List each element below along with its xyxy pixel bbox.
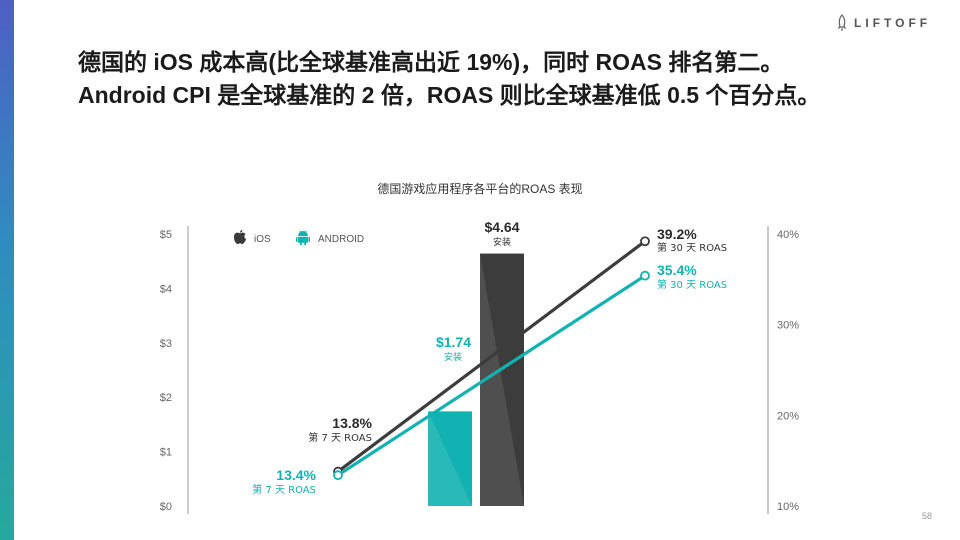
android-icon-arm xyxy=(296,237,298,242)
android-icon-antenna xyxy=(299,230,302,233)
line-point-ios xyxy=(640,236,650,247)
logo-text: LIFTOFF xyxy=(854,16,932,30)
android-icon-antenna xyxy=(304,230,307,233)
point-sublabel: 第 7 天 ROAS xyxy=(252,483,316,496)
bar-value-label: $1.74 xyxy=(436,334,471,350)
right-tick-label: 20% xyxy=(777,410,799,422)
lines xyxy=(333,236,650,481)
apple-icon xyxy=(234,230,246,244)
android-icon-leg xyxy=(300,242,302,245)
point-sublabel: 第 30 天 ROAS xyxy=(657,241,727,254)
legend-label-android: ANDROID xyxy=(318,234,364,245)
bar-sublabel: 安装 xyxy=(493,236,511,248)
bar-android xyxy=(428,411,472,506)
bar-sheen xyxy=(428,411,472,506)
point-label: 13.8% xyxy=(332,415,372,431)
bar-sublabel: 安装 xyxy=(444,351,462,363)
point-label: 39.2% xyxy=(657,226,697,242)
legend: iOS ANDROID xyxy=(234,230,364,245)
bar-value-label: $4.64 xyxy=(484,219,519,235)
left-tick-label: $1 xyxy=(160,447,172,459)
point-label: 35.4% xyxy=(657,262,697,278)
legend-label-ios: iOS xyxy=(254,234,271,245)
point-label: 13.4% xyxy=(276,467,316,483)
line-android xyxy=(337,274,646,477)
android-icon-leg xyxy=(304,242,306,245)
line-point-android xyxy=(333,470,343,481)
chart-title: 德国游戏应用程序各平台的ROAS 表现 xyxy=(377,182,583,196)
left-tick-label: $4 xyxy=(160,283,172,295)
line-ios xyxy=(337,239,646,473)
left-tick-label: $5 xyxy=(160,229,172,241)
bar-sheen xyxy=(480,253,524,506)
android-icon xyxy=(296,230,310,245)
left-tick-label: $3 xyxy=(160,338,172,350)
rocket-icon xyxy=(837,14,847,31)
right-tick-label: 30% xyxy=(777,320,799,332)
left-tick-label: $0 xyxy=(160,501,172,513)
apple-icon-body xyxy=(234,232,246,244)
apple-icon-leaf xyxy=(240,230,243,233)
right-axis: 10% 20% 30% 40% xyxy=(767,226,799,514)
accent-sidebar xyxy=(0,0,14,540)
android-icon-body xyxy=(298,236,308,243)
line-point-android xyxy=(640,270,650,281)
bars xyxy=(428,253,524,506)
page-number: 58 xyxy=(922,511,933,521)
left-tick-label: $2 xyxy=(160,392,172,404)
right-tick-label: 40% xyxy=(777,229,799,241)
point-sublabel: 第 7 天 ROAS xyxy=(308,431,372,444)
android-icon-arm xyxy=(308,237,310,242)
left-axis: $0 $1 $2 $3 $4 $5 xyxy=(160,226,189,514)
liftoff-logo: LIFTOFF xyxy=(836,14,931,32)
right-tick-label: 10% xyxy=(777,501,799,513)
page-title: 德国的 iOS 成本高(比全球基准高出近 19%)，同时 ROAS 排名第二。A… xyxy=(78,49,821,108)
android-icon-head xyxy=(298,231,308,236)
point-sublabel: 第 30 天 ROAS xyxy=(657,278,727,291)
